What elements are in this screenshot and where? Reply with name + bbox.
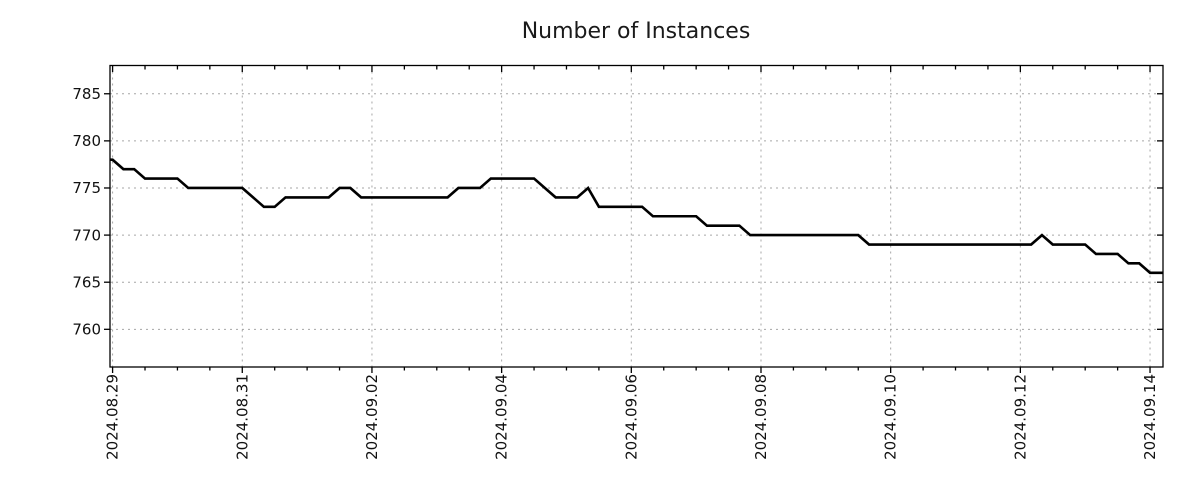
y-tick-label: 760 [72,321,101,339]
x-tick-label: 2024.08.31 [233,374,251,460]
series-layer [110,158,1163,275]
x-tick-label: 2024.09.08 [752,374,770,460]
x-tick-label: 2024.09.04 [493,374,511,460]
axis-layer: 760 765 770 775 780 785 2024.08.29 2024.08.31 20… [72,64,1164,460]
y-tick-label: 785 [72,85,101,103]
chart-title: Number of Instances [522,19,751,44]
grid-layer [110,65,1163,367]
x-tick-label: 2024.09.12 [1011,374,1029,460]
x-tick-label: 2024.08.29 [104,374,122,460]
series-line [110,158,1163,275]
x-tick-label: 2024.09.10 [882,374,900,460]
y-tick-label: 765 [72,273,101,291]
x-tick-label: 2024.09.02 [363,374,381,460]
y-tick-label: 770 [72,226,101,244]
y-tick-label: 780 [72,132,101,150]
x-tick-label: 2024.09.06 [622,374,640,460]
plot-border [109,64,1164,368]
y-tick-label: 775 [72,179,101,197]
x-tick-label: 2024.09.14 [1141,374,1159,460]
